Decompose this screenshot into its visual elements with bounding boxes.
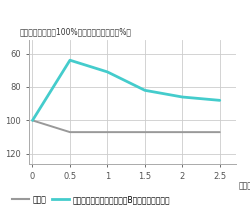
Text: 洗浄前の蒸散量を100%とした水分蒸散量（%）: 洗浄前の蒸散量を100%とした水分蒸散量（%） bbox=[20, 28, 132, 37]
Text: （経過時間）: （経過時間） bbox=[238, 181, 250, 190]
Text: 「クリアアップウォータリー Bクリーム」: 「クリアアップウォータリー Bクリーム」 bbox=[60, 6, 190, 16]
Text: 使用タイミング別水分蒸散量変化: 使用タイミング別水分蒸散量変化 bbox=[76, 22, 174, 32]
Legend: 無塗布, 洗顔直後に「クリアアップBクリーム」を塗布: 無塗布, 洗顔直後に「クリアアップBクリーム」を塗布 bbox=[12, 195, 171, 204]
